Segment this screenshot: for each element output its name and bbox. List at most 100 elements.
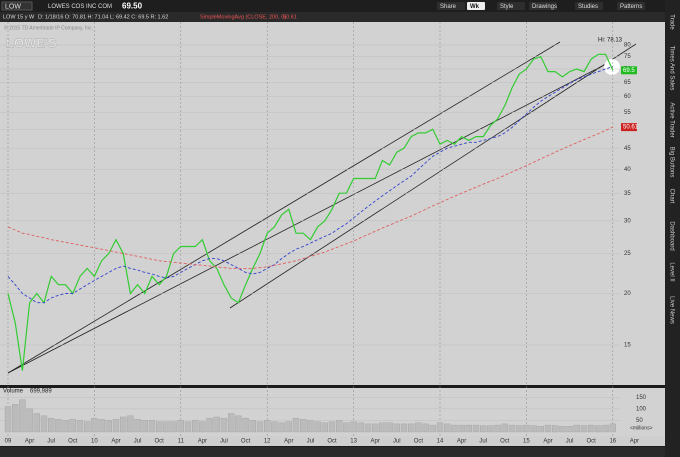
trend-lines <box>7 41 637 374</box>
sidebar-tab[interactable]: Chart <box>668 189 674 204</box>
price-line <box>7 126 613 269</box>
volume-bar <box>566 426 573 433</box>
volume-bar <box>501 423 508 433</box>
y-tick-label: 80 <box>624 43 631 49</box>
volume-bar <box>249 420 256 433</box>
volume-bar <box>300 419 307 433</box>
volume-bar <box>33 413 40 433</box>
volume-bar <box>112 419 120 433</box>
volume-bar <box>508 424 516 433</box>
volume-bar <box>156 421 163 433</box>
volume-bar <box>494 424 501 433</box>
toolbar-button[interactable] <box>575 2 603 10</box>
scrollbar[interactable] <box>0 447 665 457</box>
volume-tick-label: 100 <box>636 406 647 412</box>
volume-bar <box>84 421 91 433</box>
volume-bar <box>537 426 544 433</box>
x-tick-label: Apr <box>543 439 552 445</box>
sidebar-tab[interactable]: Dashboard <box>668 221 674 250</box>
toolbar-button[interactable] <box>437 2 465 10</box>
volume-bar <box>609 423 616 433</box>
volume-bar <box>559 426 566 433</box>
y-tick-label: 15 <box>624 343 631 349</box>
volume-bar <box>69 419 76 433</box>
x-tick-label: 10 <box>91 439 98 445</box>
volume-bar <box>271 421 278 433</box>
y-tick-label: 25 <box>624 251 631 257</box>
sidebar-tab[interactable]: Active Trader <box>668 102 674 137</box>
y-tick-label: 35 <box>624 191 631 197</box>
x-tick-label: 09 <box>5 439 12 445</box>
x-tick-label: Jul <box>566 439 574 445</box>
y-tick-label: 60 <box>624 94 631 100</box>
x-tick-label: Apr <box>198 439 207 445</box>
sidebar-tab[interactable]: Times And Sales <box>668 46 674 91</box>
volume-bar <box>350 421 357 433</box>
toolbar-button-label[interactable]: Share <box>440 4 457 10</box>
volume-bar <box>386 422 393 433</box>
volume-unit: <millions> <box>630 425 653 431</box>
toolbar-button[interactable] <box>497 2 525 10</box>
y-tick-label: 65 <box>624 80 631 86</box>
volume-bar <box>91 417 98 433</box>
status-symbol: LOW 15 y W <box>3 14 35 20</box>
volume-bar <box>177 420 184 433</box>
x-tick-label: Oct <box>414 439 424 445</box>
toolbar-button-label[interactable]: Style <box>500 4 514 10</box>
toolbar-button[interactable] <box>467 2 485 10</box>
toolbar-button-label[interactable]: Studies <box>578 4 598 10</box>
volume-bar <box>343 422 350 433</box>
symbol[interactable]: LOW <box>5 3 21 10</box>
volume-bar <box>228 413 235 433</box>
volume-bar <box>451 424 458 433</box>
x-tick-label: Oct <box>155 439 165 445</box>
x-tick-label: Apr <box>630 439 639 445</box>
volume-bar <box>472 424 480 433</box>
volume-bar <box>444 423 451 433</box>
price-tag-label: 69.5 <box>623 68 635 74</box>
volume-bar <box>235 415 242 433</box>
volume-bar <box>127 415 134 433</box>
x-tick-label: 14 <box>437 439 444 445</box>
sidebar-tab[interactable]: Trade <box>668 14 674 30</box>
volume-bar <box>184 421 192 433</box>
copyright: © 2015 TD Ameritrade IP Company, Inc. <box>4 24 93 31</box>
toolbar-button-label[interactable]: Patterns <box>620 4 642 10</box>
y-tick-label: 20 <box>624 291 631 297</box>
volume-bar <box>62 420 69 433</box>
toolbar-button[interactable] <box>617 2 645 10</box>
volume-bar <box>26 408 33 433</box>
toolbar-button[interactable] <box>529 2 557 10</box>
toolbar-button-label[interactable]: Wk <box>470 4 480 10</box>
status-bar <box>0 12 665 22</box>
x-tick-label: 11 <box>178 439 185 445</box>
volume-bar <box>285 421 292 433</box>
time-axis <box>0 436 665 446</box>
sidebar-tab[interactable]: Live News <box>668 296 674 324</box>
y-tick-label: 75 <box>624 54 631 60</box>
price-line <box>7 66 613 304</box>
sidebar-tab[interactable]: Level II <box>668 262 674 282</box>
volume-tick-label: 50 <box>636 418 643 424</box>
volume-bar <box>357 422 364 433</box>
x-tick-label: Oct <box>587 439 597 445</box>
symbol-box[interactable] <box>1 1 33 11</box>
x-tick-label: Apr <box>284 439 293 445</box>
volume-bar <box>307 420 314 433</box>
volume-bar <box>242 417 249 433</box>
volume-bar <box>328 421 336 433</box>
volume-bar <box>278 422 285 433</box>
toolbar-button-label[interactable]: Drawings <box>532 4 557 10</box>
x-tick-label: Jul <box>479 439 487 445</box>
price-axis <box>620 22 665 385</box>
sidebar-tab[interactable]: Big Buttons <box>668 147 674 178</box>
volume-bar <box>336 420 343 433</box>
volume-tick-label: 150 <box>636 395 647 401</box>
volume-bar <box>516 425 523 433</box>
volume-bar <box>314 421 321 433</box>
volume-bar <box>141 420 148 433</box>
x-tick-label: Apr <box>25 439 34 445</box>
volume-bar <box>292 417 300 433</box>
